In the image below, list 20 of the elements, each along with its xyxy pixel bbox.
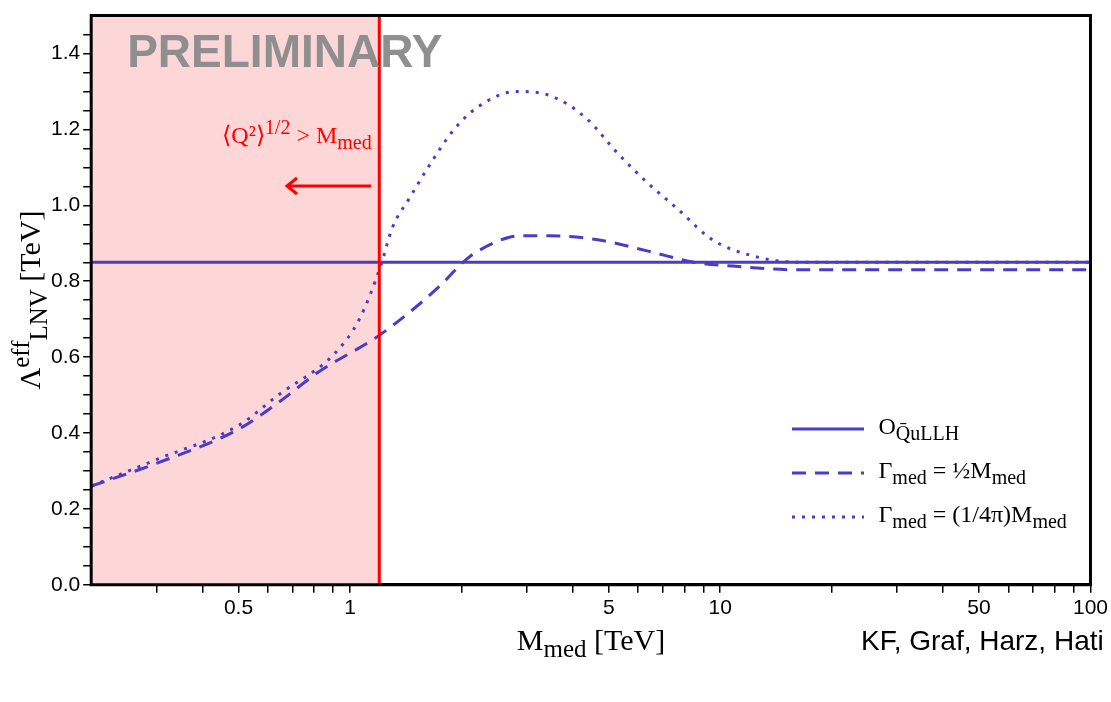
- band-label: ⟨Q²⟩$^{1/2}$ > M$_{med}$: [222, 115, 372, 154]
- y-tick-label: 1.2: [50, 116, 81, 140]
- y-tick-label: 0.4: [50, 419, 81, 443]
- y-tick-label: 0.6: [50, 343, 81, 367]
- legend-label: O$_{Q̄uLLH}$: [878, 412, 960, 445]
- x-tick-label: 50: [967, 595, 991, 619]
- x-tick-label: 100: [1072, 595, 1108, 619]
- x-tick-label: 0.5: [223, 595, 254, 619]
- legend-label: Γ$_{med}$ = ½M$_{med}$: [878, 456, 1027, 489]
- y-tick-label: 0.8: [50, 268, 81, 292]
- x-tick-label: 5: [602, 595, 615, 619]
- text: KF, Graf, Harz, Hati: [861, 624, 1104, 657]
- y-tick-label: 1.4: [50, 40, 81, 64]
- y-tick-label: 0.0: [50, 571, 81, 595]
- x-tick-label: 10: [708, 595, 732, 619]
- x-tick-label: 1: [344, 595, 356, 619]
- y-tick-label: 0.2: [50, 495, 81, 519]
- x-axis-title: M$_{med}$ [TeV]: [516, 622, 666, 663]
- legend-label: Γ$_{med}$ = (1/4π)M$_{med}$: [878, 500, 1067, 533]
- y-tick-label: 1.0: [50, 192, 81, 216]
